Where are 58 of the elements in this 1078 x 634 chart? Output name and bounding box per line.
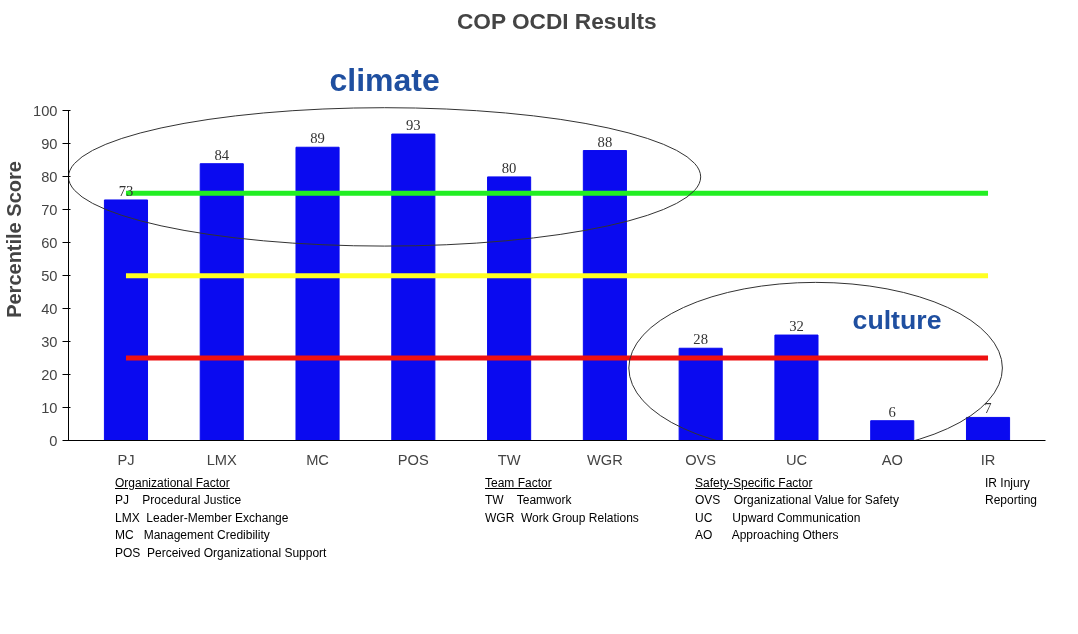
x-tick-label: TW xyxy=(497,451,521,468)
x-tick-label: AO xyxy=(881,451,903,468)
data-label: 32 xyxy=(789,318,804,335)
text: POS Perceived Organizational Support xyxy=(115,545,327,560)
bar xyxy=(965,416,1011,441)
data-label: 84 xyxy=(214,146,230,163)
data-label: 88 xyxy=(597,133,613,150)
text: OVS Organizational Value for Safety xyxy=(695,493,899,508)
data-label: 93 xyxy=(406,117,421,134)
y-tick-label: 60 xyxy=(41,234,58,251)
y-tick-label: 90 xyxy=(41,135,58,152)
x-tick-label: UC xyxy=(785,451,808,468)
chart-title: COP OCDI Results xyxy=(456,7,657,34)
x-tick-label: IR xyxy=(980,451,996,468)
bar xyxy=(391,133,436,441)
text: Organizational Factor xyxy=(115,476,230,490)
bar xyxy=(582,150,627,441)
text: climate xyxy=(329,61,440,98)
x-tick-label: MC xyxy=(306,451,330,468)
y-tick-label: 10 xyxy=(41,399,58,416)
data-label: 89 xyxy=(310,130,325,147)
text: Team Factor xyxy=(485,476,552,490)
x-tick-label: OVS xyxy=(685,451,717,468)
bar xyxy=(295,146,340,441)
bar xyxy=(870,420,915,441)
x-tick-label: LMX xyxy=(206,451,238,468)
text: AO Approaching Others xyxy=(695,528,839,543)
y-tick-label: 40 xyxy=(41,300,58,317)
data-label: 7 xyxy=(984,400,992,417)
annotation: culture xyxy=(852,305,942,336)
bar xyxy=(103,199,149,441)
bar xyxy=(487,176,532,441)
data-label: 28 xyxy=(693,331,708,348)
x-tick-label: POS xyxy=(397,451,430,468)
text: UC Upward Communication xyxy=(695,510,861,525)
x-tick-label: PJ xyxy=(117,451,135,468)
x-tick-label: WGR xyxy=(586,451,623,468)
y-tick-label: 50 xyxy=(41,267,58,284)
y-tick-label: 70 xyxy=(41,201,58,218)
bar xyxy=(199,163,244,441)
text: IR Injury Reporting xyxy=(985,475,1039,510)
y-tick-label: 20 xyxy=(41,366,58,383)
y-tick-label: 80 xyxy=(41,168,58,185)
data-label: 80 xyxy=(501,159,517,176)
y-tick-label: 100 xyxy=(33,102,58,119)
text: TW Teamwork xyxy=(485,493,572,508)
data-label: 73 xyxy=(118,182,134,199)
text: MC Management Credibility xyxy=(115,528,270,543)
text: LMX Leader-Member Exchange xyxy=(115,510,289,525)
text: PJ Procedural Justice xyxy=(115,493,242,508)
text: WGR Work Group Relations xyxy=(485,510,639,525)
y-tick-label: 30 xyxy=(41,333,58,350)
text: Safety-Specific Factor xyxy=(695,476,813,490)
bar xyxy=(774,334,819,441)
data-label: 6 xyxy=(888,403,896,420)
bar xyxy=(678,347,723,441)
y-axis-title: Percentile Score xyxy=(3,161,26,318)
y-tick-label: 0 xyxy=(49,432,58,449)
